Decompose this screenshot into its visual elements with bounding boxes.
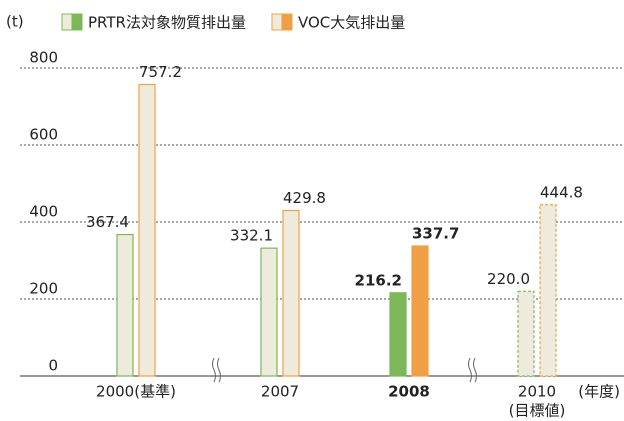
x-tick-label: 2000(基準) [96,383,176,401]
legend-swatch [271,13,283,31]
y-tick-label: 0 [48,357,58,375]
y-tick-label: 400 [29,203,58,221]
value-label: 337.7 [412,224,459,242]
bar [539,204,557,377]
bar [260,247,278,377]
x-tick-sublabel: (目標値) [509,402,566,420]
x-tick-label: 2008 [388,383,430,401]
value-label: 757.2 [139,63,182,81]
x-tick-label: 2007 [261,383,299,401]
y-unit: (t) [6,13,24,31]
value-label: 444.8 [540,183,583,201]
value-label: 220.0 [487,270,530,288]
bar [389,292,407,377]
legend-swatch [61,13,73,31]
axis-break [212,357,477,383]
bar [116,233,134,377]
x-axis-label: (年度) [578,383,620,401]
bar [138,83,156,377]
legend-swatch [281,13,293,31]
bar [517,290,535,377]
bar [411,245,429,377]
y-tick-label: 800 [29,49,58,67]
value-label: 216.2 [355,271,402,289]
legend-swatch [71,13,83,31]
value-label: 367.4 [86,213,129,231]
value-label: 429.8 [283,189,326,207]
legend-label: VOC大気排出量 [298,14,405,32]
y-tick-label: 600 [29,126,58,144]
legend-label: PRTR法対象物質排出量 [88,14,246,32]
bar [282,209,300,377]
x-tick-label: 2010 [518,383,556,401]
value-label: 332.1 [230,227,273,245]
y-tick-label: 200 [29,280,58,298]
